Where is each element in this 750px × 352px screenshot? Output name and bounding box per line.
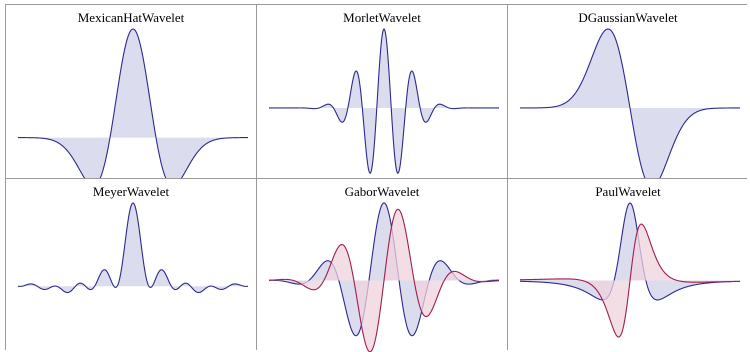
gabor_re-fill: [269, 203, 499, 336]
panel-dgaussian: DGaussianWavelet: [508, 5, 748, 178]
mexhat-fill: [18, 29, 248, 178]
dgauss-curve: [520, 28, 740, 178]
gabor_im-curve: [268, 208, 500, 352]
panel-morlet: MorletWavelet: [257, 5, 507, 178]
panel-title: MeyerWavelet: [92, 184, 170, 199]
morlet-fill: [269, 29, 499, 174]
paul-plot: [519, 202, 741, 338]
paul_im-curve: [519, 223, 741, 338]
gabor-plot: [268, 202, 500, 352]
panel-meyer: MeyerWavelet: [6, 179, 256, 352]
panel-gabor: GaborWavelet: [257, 179, 507, 352]
panel-title: MexicanHatWavelet: [77, 10, 185, 25]
mexhat-curve: [18, 28, 248, 178]
dgaussian-plot: [520, 28, 740, 178]
dgauss-fill: [520, 29, 740, 178]
meyer-curve: [17, 202, 249, 294]
panel-paul: PaulWavelet: [508, 179, 748, 352]
paul_im-fill: [520, 224, 740, 338]
meyer-plot: [17, 202, 249, 294]
paul_re-curve: [519, 202, 741, 301]
morlet-curve: [269, 28, 499, 174]
panel-title: MorletWavelet: [343, 10, 421, 25]
meyer-fill: [18, 203, 248, 293]
wavelet-grid: MexicanHatWavelet MorletWavelet DGaussia…: [5, 4, 748, 352]
morlet-plot: [269, 28, 499, 174]
panel-title: PaulWavelet: [595, 184, 661, 199]
paul_re-fill: [520, 203, 740, 300]
panel-mexican-hat: MexicanHatWavelet: [6, 5, 256, 178]
mexican-hat-plot: [18, 28, 248, 178]
panel-title: GaborWavelet: [344, 184, 420, 199]
panel-title: DGaussianWavelet: [578, 10, 678, 25]
